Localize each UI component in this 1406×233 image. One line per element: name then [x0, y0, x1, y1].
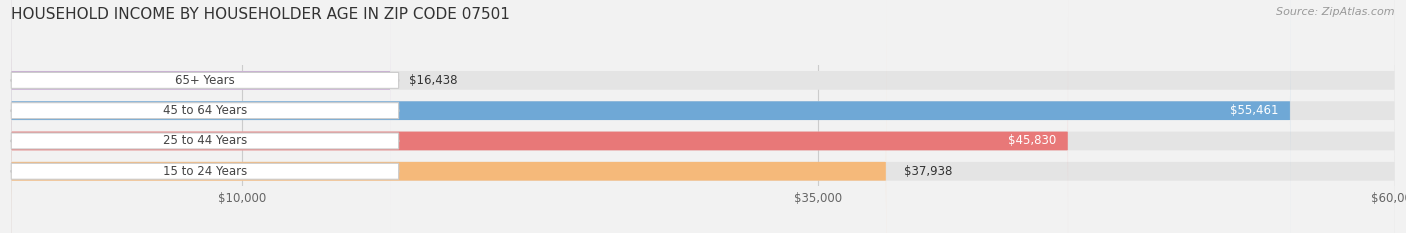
- Text: 15 to 24 Years: 15 to 24 Years: [163, 165, 247, 178]
- Text: $16,438: $16,438: [409, 74, 457, 87]
- FancyBboxPatch shape: [11, 133, 399, 149]
- FancyBboxPatch shape: [11, 0, 1069, 233]
- Text: $37,938: $37,938: [904, 165, 953, 178]
- FancyBboxPatch shape: [11, 0, 1395, 233]
- FancyBboxPatch shape: [11, 0, 391, 233]
- FancyBboxPatch shape: [11, 0, 886, 233]
- FancyBboxPatch shape: [11, 0, 1395, 233]
- Text: 25 to 44 Years: 25 to 44 Years: [163, 134, 247, 147]
- FancyBboxPatch shape: [11, 0, 1395, 233]
- FancyBboxPatch shape: [11, 103, 399, 119]
- FancyBboxPatch shape: [11, 72, 399, 88]
- Text: Source: ZipAtlas.com: Source: ZipAtlas.com: [1277, 7, 1395, 17]
- Text: $55,461: $55,461: [1230, 104, 1278, 117]
- Text: 45 to 64 Years: 45 to 64 Years: [163, 104, 247, 117]
- FancyBboxPatch shape: [11, 0, 1395, 233]
- Text: 65+ Years: 65+ Years: [176, 74, 235, 87]
- Text: HOUSEHOLD INCOME BY HOUSEHOLDER AGE IN ZIP CODE 07501: HOUSEHOLD INCOME BY HOUSEHOLDER AGE IN Z…: [11, 7, 510, 22]
- FancyBboxPatch shape: [11, 163, 399, 179]
- FancyBboxPatch shape: [11, 0, 1291, 233]
- Text: $45,830: $45,830: [1008, 134, 1056, 147]
